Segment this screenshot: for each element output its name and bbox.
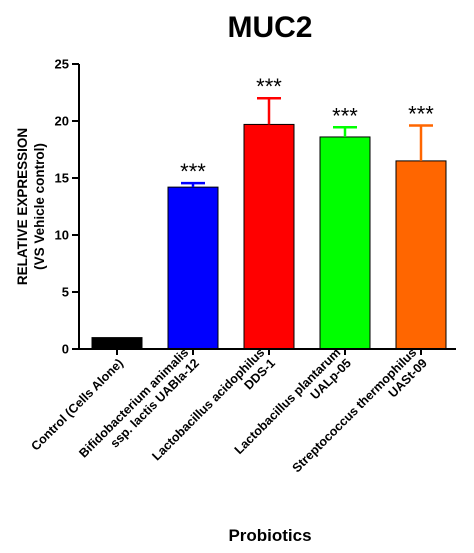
- bar: [395, 160, 447, 350]
- x-axis: Control (Cells Alone)Bifidobacterium ani…: [28, 345, 456, 475]
- bar: [319, 136, 371, 350]
- x-axis-label: Probiotics: [228, 526, 311, 545]
- y-tick-label: 0: [62, 342, 69, 357]
- y-tick-label: 5: [62, 285, 69, 300]
- significance-label: ***: [332, 103, 358, 128]
- significance-label: ***: [256, 74, 282, 99]
- y-tick-label: 25: [55, 57, 69, 72]
- chart-title: MUC2: [227, 11, 312, 44]
- bar: [167, 186, 219, 350]
- significance-label: ***: [180, 159, 206, 184]
- bars: *** *** *** ***: [91, 74, 447, 350]
- bar: [243, 123, 295, 350]
- x-tick-label: Streptococcus thermophilus: [290, 345, 420, 475]
- y-axis-label: RELATIVE EXPRESSION (VS Vehicle control): [15, 128, 47, 285]
- y-tick-label: 15: [55, 171, 69, 186]
- y-tick-label: 20: [55, 114, 69, 129]
- y-tick-label: 10: [55, 228, 69, 243]
- x-tick-label: ssp. lactis UABla-12: [108, 356, 202, 450]
- y-axis-label-line: (VS Vehicle control): [32, 143, 47, 270]
- y-axis: 0 5 10 15 20 25: [55, 57, 80, 357]
- significance-label: ***: [408, 102, 434, 127]
- bar: [91, 337, 143, 350]
- y-axis-label-line: RELATIVE EXPRESSION: [15, 128, 30, 285]
